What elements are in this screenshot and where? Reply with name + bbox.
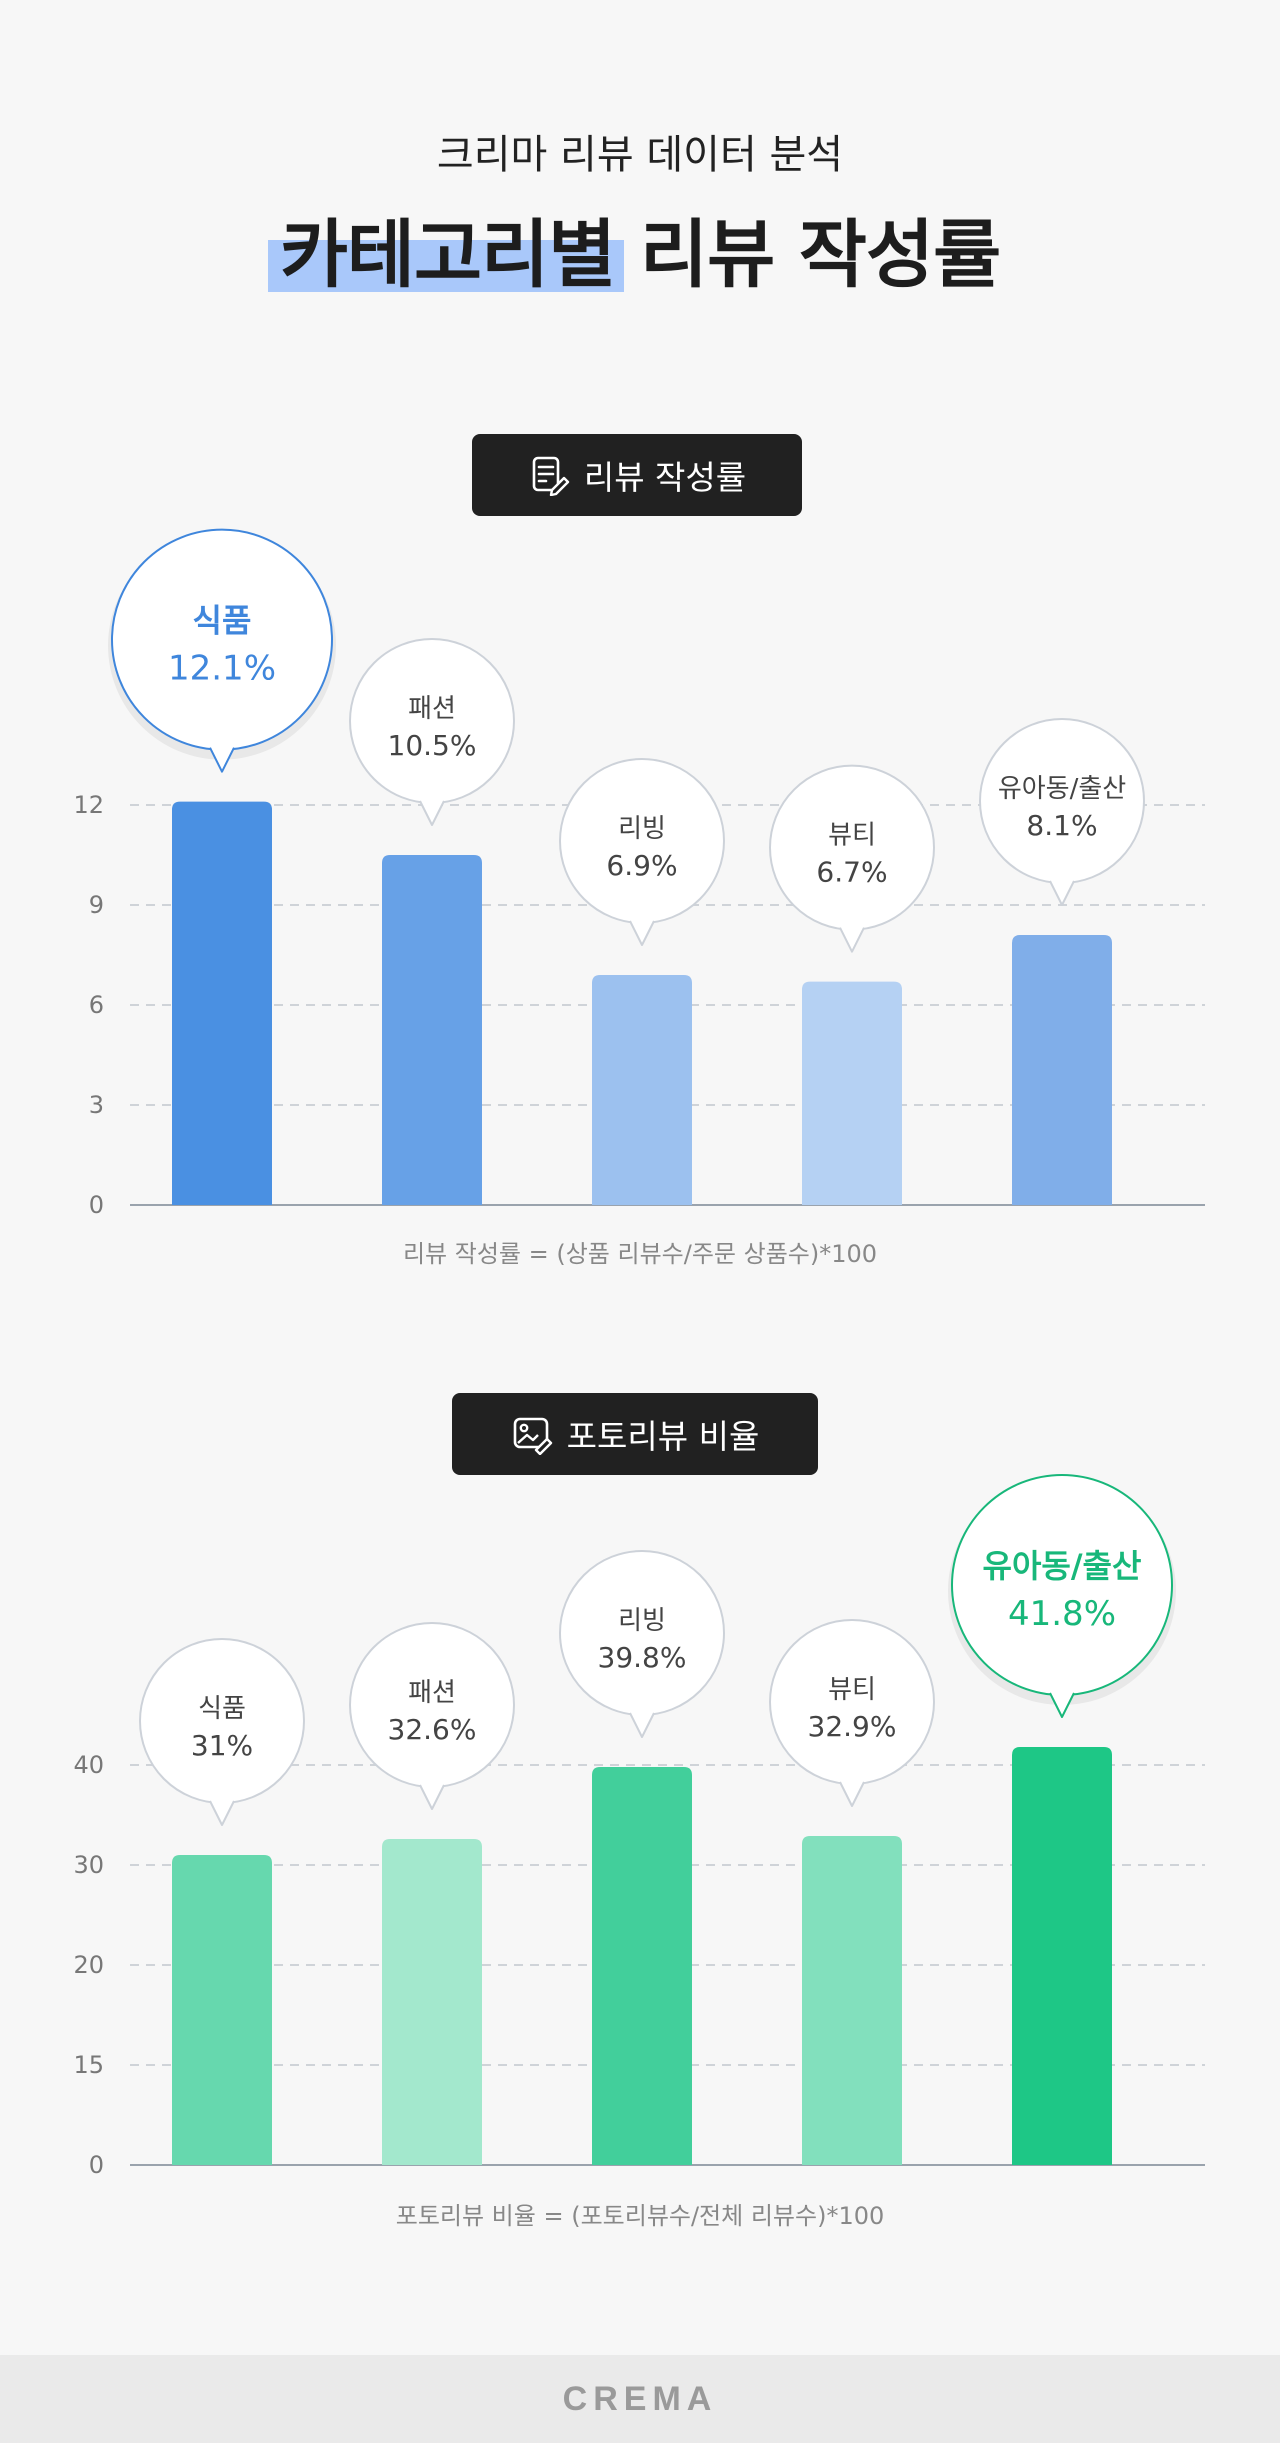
bar: [592, 975, 692, 1205]
value-label: 32.9%: [808, 1710, 897, 1743]
callout-tail: [1049, 880, 1075, 906]
callout-tail-mask: [1052, 1687, 1072, 1695]
value-callout: 뷰티 32.9%: [769, 1619, 935, 1807]
callout-tail-mask: [842, 921, 862, 930]
title-highlight: [268, 240, 624, 292]
callout-tail: [629, 1712, 655, 1738]
image-pencil-icon: [513, 1417, 552, 1455]
callout-tail-mask: [212, 1795, 232, 1803]
bar: [172, 801, 272, 1205]
value-label: 10.5%: [388, 729, 477, 762]
callout-tail-mask: [212, 741, 232, 750]
callout-tail-mask: [422, 795, 442, 803]
value-callout: 패션 10.5%: [349, 638, 515, 826]
page-title: 카테고리별 리뷰 작성률: [279, 212, 1001, 298]
category-label: 식품: [198, 1694, 246, 1724]
highlight-callout: 유아동/출산 41.8%: [948, 1474, 1176, 1718]
bar: [802, 1836, 902, 2165]
bar: [382, 1839, 482, 2165]
callout-tail: [209, 1800, 235, 1826]
bar: [1012, 1747, 1112, 2165]
y-tick-label: 9: [89, 891, 104, 919]
category-label: 패션: [408, 694, 456, 724]
callout-tail: [1049, 1692, 1075, 1718]
value-callout: 식품 31%: [139, 1638, 305, 1826]
review-rate-chart: 0 3 6 9 12 식품 12.1% 패션 10.5% 리빙 6.9% 뷰티 6.7% 유아동/출산 8.…: [73, 528, 1205, 1219]
photo-review-formula: 포토리뷰 비율 = (포토리뷰수/전체 리뷰수)*100: [395, 2202, 885, 2230]
value-label: 6.7%: [816, 856, 887, 889]
section-review-rate-badge: 리뷰 작성률: [472, 434, 802, 516]
category-label: 식품: [193, 602, 252, 640]
y-tick-label: 0: [89, 1191, 104, 1219]
bar: [382, 855, 482, 1205]
category-label: 리빙: [618, 814, 666, 844]
callout-tail-mask: [842, 1776, 862, 1784]
value-label: 12.1%: [168, 649, 276, 689]
category-label: 유아동/출산: [998, 774, 1126, 804]
callout-circle: [951, 1474, 1173, 1696]
bar: [172, 1855, 272, 2165]
category-label: 뷰티: [828, 1675, 876, 1705]
highlight-callout: 식품 12.1%: [108, 528, 336, 773]
footer: CREMA: [0, 2355, 1280, 2443]
value-callout: 유아동/출산 8.1%: [979, 718, 1145, 906]
value-label: 41.8%: [1008, 1594, 1116, 1634]
page-subtitle: 크리마 리뷰 데이터 분석: [436, 132, 844, 178]
category-label: 패션: [408, 1678, 456, 1708]
bar: [1012, 935, 1112, 1205]
callout-tail-mask: [632, 915, 652, 923]
category-label: 뷰티: [828, 821, 876, 851]
y-tick-label: 30: [73, 1851, 104, 1879]
value-callout: 리빙 39.8%: [559, 1550, 725, 1738]
y-tick-label: 40: [73, 1751, 104, 1779]
value-callout: 패션 32.6%: [349, 1622, 515, 1810]
category-label: 유아동/출산: [983, 1547, 1142, 1585]
y-tick-label: 3: [89, 1091, 104, 1119]
callout-tail: [419, 1784, 445, 1810]
callout-tail-mask: [632, 1707, 652, 1715]
crema-logo: CREMA: [562, 2379, 718, 2418]
y-tick-label: 15: [73, 2051, 104, 2079]
value-label: 32.6%: [388, 1713, 477, 1746]
section-photo-review-label: 포토리뷰 비율: [566, 1417, 760, 1456]
page-title-wrap: 카테고리별 리뷰 작성률: [0, 195, 1280, 302]
y-tick-label: 6: [89, 991, 104, 1019]
value-label: 31%: [191, 1729, 253, 1762]
category-label: 리빙: [618, 1606, 666, 1636]
y-tick-label: 20: [73, 1951, 104, 1979]
value-label: 8.1%: [1026, 809, 1097, 842]
value-callout: 리빙 6.9%: [559, 758, 725, 946]
callout-tail: [209, 747, 235, 773]
y-tick-label: 12: [73, 791, 104, 819]
section-review-rate-label: 리뷰 작성률: [583, 458, 747, 497]
review-rate-formula: 리뷰 작성률 = (상품 리뷰수/주문 상품수)*100: [402, 1240, 878, 1268]
bar: [802, 981, 902, 1205]
callout-tail-mask: [422, 1779, 442, 1787]
photo-review-chart: 0 15 20 30 40 식품 31% 패션 32.6% 리빙 39.8% 뷰티 32.9% 유아동/출…: [73, 1474, 1205, 2179]
callout-tail: [839, 927, 865, 953]
document-pencil-icon: [532, 456, 570, 496]
callout-tail: [839, 1781, 865, 1807]
section-photo-review-badge: 포토리뷰 비율: [452, 1393, 818, 1475]
value-label: 6.9%: [606, 849, 677, 882]
y-tick-label: 0: [89, 2151, 104, 2179]
value-callout: 뷰티 6.7%: [769, 764, 935, 953]
callout-tail-mask: [1052, 875, 1072, 883]
callout-tail: [629, 920, 655, 946]
value-label: 39.8%: [598, 1641, 687, 1674]
bar: [592, 1767, 692, 2165]
callout-tail: [419, 800, 445, 826]
